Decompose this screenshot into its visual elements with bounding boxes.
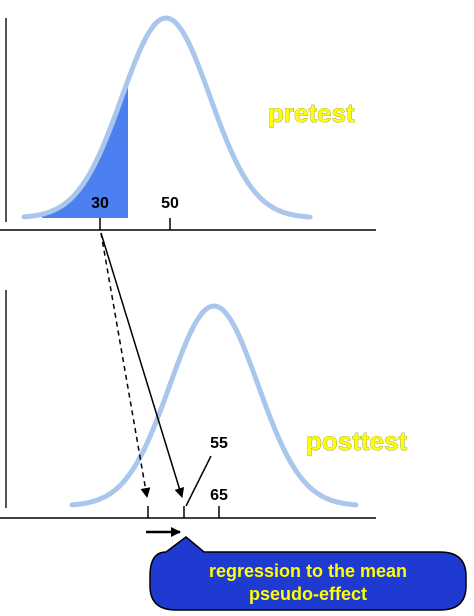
pretest-mean-label: 50 [161, 195, 179, 212]
pretest-distribution-curve [21, 15, 313, 220]
posttest-observed-mean-label: 55 [210, 435, 228, 452]
regression-callout: regression to the mean pseudo-effect [149, 536, 467, 611]
callout-line-1: regression to the mean [209, 561, 407, 581]
posttest-distribution-curve [69, 303, 359, 508]
posttest-mean-label: 65 [210, 487, 228, 504]
pretest-cutoff-label: 30 [91, 195, 109, 212]
callout-bubble [149, 536, 467, 611]
connector-arrows [100, 232, 185, 537]
posttest-label: posttest [306, 426, 407, 456]
pretest-panel: 30 50 pretest [0, 15, 376, 231]
pretest-label: pretest [268, 98, 355, 128]
observed-mean-leader-line [185, 455, 212, 507]
callout-line-2: pseudo-effect [249, 584, 367, 604]
expected-mean-dashed-arrow [100, 232, 151, 498]
observed-mean-solid-arrow [100, 232, 185, 498]
pretest-shaded-tail [42, 80, 128, 218]
posttest-panel: 55 65 posttest [0, 290, 408, 519]
